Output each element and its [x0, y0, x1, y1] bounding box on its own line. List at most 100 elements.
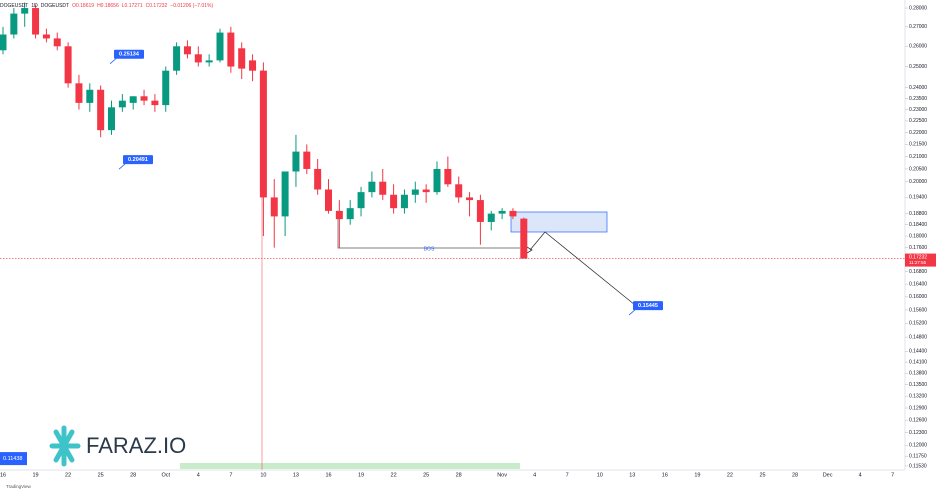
x-tick-label: 10	[260, 472, 266, 478]
candle-body	[335, 210, 343, 220]
y-tick-label: 0.15200	[909, 321, 927, 327]
candle-body	[21, 8, 29, 14]
y-tick-label: 0.13200	[909, 393, 927, 399]
y-tick-label: 0.11530	[909, 463, 927, 469]
candle-body	[281, 171, 289, 217]
x-tick-label: 28	[792, 472, 798, 478]
symbol-header: DOGEUSDT 1D DOGEUSDT O0.18619 H0.18656 L0.172…	[0, 3, 216, 9]
candle-body	[118, 100, 126, 108]
candle-body	[64, 46, 72, 84]
logo: FARAZ.IO	[49, 425, 186, 467]
arrow-head	[526, 246, 533, 254]
symbol: DOGEUSDT	[0, 3, 29, 9]
y-tick-label: 0.16000	[909, 294, 927, 300]
y-tick-label: 0.19400	[909, 195, 927, 201]
candle-body	[238, 48, 246, 69]
y-tick-label: 0.26000	[909, 44, 927, 50]
x-tick-label: 16	[662, 472, 668, 478]
y-tick-label: 0.24000	[909, 85, 927, 91]
candle-body	[498, 210, 506, 214]
x-tick-label: 7	[891, 472, 894, 478]
y-tick-label: 0.12900	[909, 405, 927, 411]
candle-body	[259, 70, 267, 198]
candle-body	[487, 213, 495, 222]
candle-body	[173, 46, 181, 71]
ohlc-open: O0.18619	[72, 3, 95, 9]
y-tick-label: 0.25000	[909, 64, 927, 70]
x-tick-label: 25	[98, 472, 104, 478]
y-tick-label: 0.12000	[909, 443, 927, 449]
last-price-label: 0.17232	[909, 254, 927, 260]
y-tick-label: 0.16400	[909, 281, 927, 287]
x-tick-label: 7	[566, 472, 569, 478]
bos-label: BOS	[424, 246, 435, 252]
y-tick-label: 0.18400	[909, 222, 927, 228]
y-tick-label: 0.11750	[909, 454, 927, 460]
x-tick-label: 22	[391, 472, 397, 478]
y-tick-label: 0.13800	[909, 371, 927, 377]
y-tick-label: 0.20500	[909, 166, 927, 172]
y-tick-label: 0.22500	[909, 118, 927, 124]
candle-body	[53, 38, 61, 47]
candle-body	[97, 89, 105, 131]
x-tick-label: Dec	[823, 472, 833, 478]
candle-body	[520, 218, 528, 259]
logo-icon	[49, 425, 81, 467]
ohlc-high: H0.18656	[97, 3, 119, 9]
candle-body	[444, 168, 452, 185]
candle-body	[466, 197, 474, 201]
price-note-label: 0.25134	[119, 52, 140, 58]
candle-body	[227, 32, 235, 67]
bos-line	[337, 212, 520, 249]
candle-body	[194, 54, 202, 63]
candle-body	[303, 151, 311, 169]
candle-body	[205, 60, 213, 63]
symbol: DOGEUSDT	[40, 3, 70, 9]
ohlc-change: −0.01206 (−7.01%)	[170, 3, 214, 9]
x-tick-label: 19	[358, 472, 364, 478]
ohlc-close: C0.17232	[145, 3, 168, 9]
volume-strip	[180, 463, 520, 469]
candle-body	[433, 168, 441, 193]
candle-body	[32, 8, 40, 35]
candle-body	[357, 192, 365, 209]
x-tick-label: 22	[65, 472, 71, 478]
x-tick-label: Nov	[497, 472, 507, 478]
y-tick-label: 0.15600	[909, 307, 927, 313]
x-tick-label: 13	[293, 472, 299, 478]
last-price-box	[905, 253, 936, 267]
y-tick-label: 0.28000	[909, 5, 927, 11]
price-note: 0.11438	[0, 452, 27, 466]
x-tick-label: 16	[325, 472, 331, 478]
branding: TradingView	[6, 484, 32, 489]
ohlc-low: L0.17271	[121, 3, 143, 9]
candle-body	[368, 181, 376, 193]
x-tick-label: 4	[533, 472, 536, 478]
candle-body	[292, 151, 300, 172]
candle-body	[75, 83, 83, 103]
watermark: FARAZ.IO	[86, 433, 186, 458]
x-tick-label: 4	[197, 472, 200, 478]
price-note: 0.25134	[109, 49, 144, 65]
y-tick-label: 0.18000	[909, 233, 927, 239]
candle-body	[162, 70, 170, 106]
price-note-label: 0.11438	[3, 456, 22, 462]
projection-arrow	[529, 231, 636, 306]
y-tick-label: 0.20000	[909, 179, 927, 185]
interval: 1D	[31, 3, 38, 9]
y-tick-label: 0.13500	[909, 382, 927, 388]
x-tick-label: 19	[32, 472, 38, 478]
y-tick-label: 0.12600	[909, 417, 927, 423]
zone-box	[510, 211, 608, 233]
price-note-box	[633, 301, 663, 311]
x-tick-label: Oct	[161, 472, 170, 478]
countdown: 11:27:55	[909, 260, 927, 265]
candle-body	[455, 184, 463, 198]
candle-body	[0, 34, 7, 51]
candle-body	[476, 200, 484, 222]
y-tick-label: 0.17600	[909, 245, 927, 251]
y-tick-label: 0.27000	[909, 24, 927, 30]
candle-body	[411, 189, 419, 195]
